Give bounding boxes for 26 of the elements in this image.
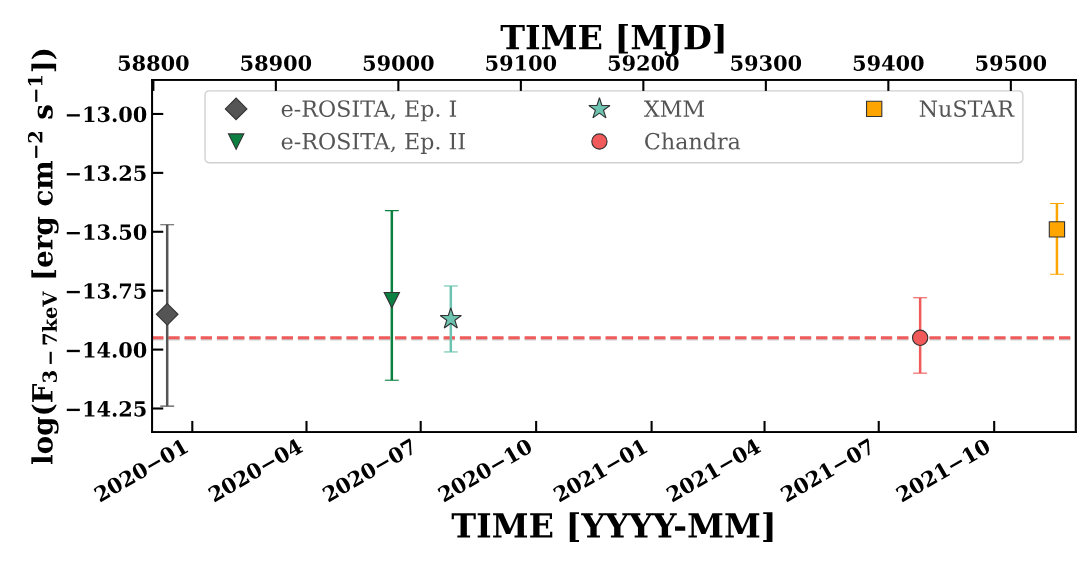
y-tick-label: −13.50 <box>66 224 147 240</box>
y-tick-label: −13.75 <box>66 283 146 299</box>
legend-label: NuSTAR <box>919 100 1015 117</box>
point <box>383 291 401 309</box>
point <box>155 302 179 326</box>
legend-label: e-ROSITA, Ep. I <box>281 100 457 122</box>
y-tick-label: −13.25 <box>66 165 146 182</box>
point <box>1048 221 1066 238</box>
x2-tick-label: 58800 <box>118 55 189 71</box>
y-tick-label: −14.25 <box>66 400 146 417</box>
x2-tick-label: 59100 <box>486 55 557 71</box>
point <box>911 329 929 347</box>
legend-label: Chandra <box>645 132 741 150</box>
legend-label: e-ROSITA, Ep. II <box>281 132 465 154</box>
x-axis-title: TIME [YYYY-MM] <box>451 512 773 542</box>
point <box>439 307 462 329</box>
x2-tick-label: 58900 <box>241 55 312 71</box>
y-axis-title: log(F$_{3−7keV}$ [erg cm$^{−2}$ s$^{−1}$]) <box>27 49 59 465</box>
y-tick-label: −14.00 <box>66 342 147 358</box>
legend-label: XMM <box>644 100 705 117</box>
x2-tick-label: 59300 <box>731 55 802 71</box>
y-tick-label: −13.00 <box>66 106 147 123</box>
x2-tick-label: 59500 <box>976 55 1047 71</box>
x2-tick-label: 59200 <box>608 55 679 71</box>
x2-tick-label: 59400 <box>853 55 924 71</box>
x2-tick-label: 59000 <box>363 55 434 71</box>
